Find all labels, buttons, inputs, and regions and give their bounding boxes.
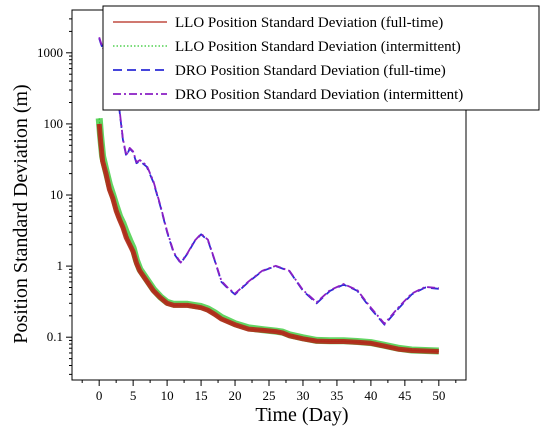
x-tick-label: 0 xyxy=(96,388,103,403)
legend-item: LLO Position Standard Deviation (full-ti… xyxy=(113,15,443,31)
y-axis-title: Position Standard Deviation (m) xyxy=(10,84,32,343)
y-tick-label: 10 xyxy=(50,187,63,202)
x-axis-title: Time (Day) xyxy=(255,404,348,426)
x-tick-label: 5 xyxy=(130,388,137,403)
x-tick-label: 40 xyxy=(364,388,377,403)
legend-box xyxy=(102,5,540,111)
series-4 xyxy=(98,37,439,325)
series-3 xyxy=(98,38,439,326)
x-tick-label: 25 xyxy=(263,388,276,403)
series-line xyxy=(98,123,439,353)
legend-item: DRO Position Standard Deviation (intermi… xyxy=(113,87,463,103)
series-2 xyxy=(95,118,439,355)
y-tick-label: 1 xyxy=(57,258,64,273)
legend: LLO Position Standard Deviation (full-ti… xyxy=(102,5,540,111)
legend-label: DRO Position Standard Deviation (intermi… xyxy=(175,87,463,103)
series-1 xyxy=(96,123,439,354)
series-layer xyxy=(95,37,439,355)
x-tick-label: 45 xyxy=(398,388,411,403)
y-tick-label: 100 xyxy=(44,116,64,131)
series-band xyxy=(96,123,439,354)
series-line xyxy=(98,118,439,352)
series-line xyxy=(98,38,439,326)
y-tick-label: 1000 xyxy=(37,45,63,60)
series-band xyxy=(95,118,439,355)
x-tick-label: 50 xyxy=(432,388,445,403)
x-tick-label: 35 xyxy=(330,388,343,403)
legend-label: LLO Position Standard Deviation (full-ti… xyxy=(175,15,443,31)
legend-item: LLO Position Standard Deviation (intermi… xyxy=(113,39,461,55)
x-tick-label: 20 xyxy=(229,388,242,403)
series-line xyxy=(98,37,439,325)
y-tick-label: 0.1 xyxy=(47,329,63,344)
x-tick-label: 15 xyxy=(195,388,208,403)
x-tick-label: 10 xyxy=(161,388,174,403)
legend-item: DRO Position Standard Deviation (full-ti… xyxy=(113,63,446,79)
legend-label: DRO Position Standard Deviation (full-ti… xyxy=(175,63,446,79)
legend-label: LLO Position Standard Deviation (intermi… xyxy=(175,39,461,55)
x-tick-label: 30 xyxy=(296,388,309,403)
